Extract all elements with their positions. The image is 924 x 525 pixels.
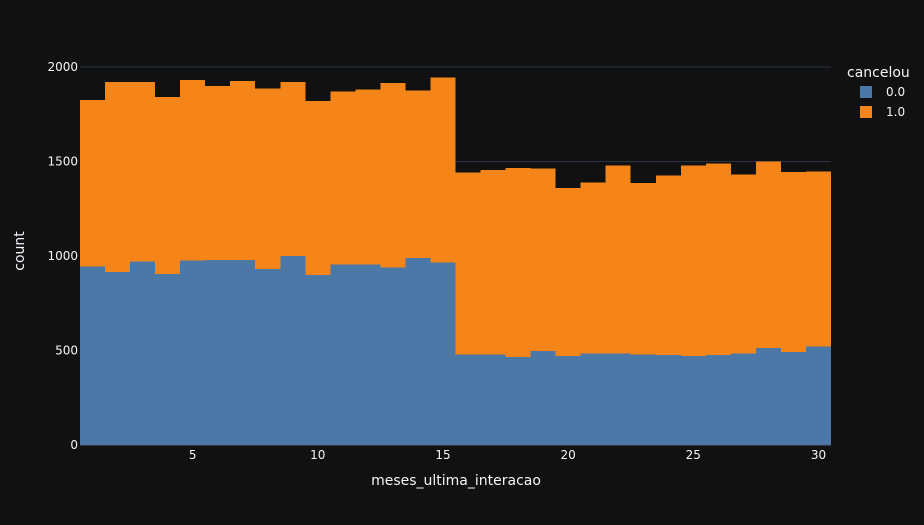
bar-segment[interactable] <box>380 83 406 268</box>
bar-segment[interactable] <box>205 85 231 260</box>
bar-segment[interactable] <box>655 355 681 445</box>
legend-swatch[interactable] <box>860 106 872 118</box>
x-tick-label: 30 <box>811 448 826 462</box>
bar-segment[interactable] <box>180 260 206 445</box>
x-tick-label: 5 <box>189 448 197 462</box>
legend-swatch[interactable] <box>860 86 872 98</box>
bar-segment[interactable] <box>505 168 531 358</box>
bar-segment[interactable] <box>580 353 606 445</box>
bar-segment[interactable] <box>530 350 556 445</box>
bar-segment[interactable] <box>355 264 381 445</box>
bar-segment[interactable] <box>780 352 806 445</box>
bar-segment[interactable] <box>230 81 256 260</box>
bar-segment[interactable] <box>555 187 581 357</box>
bar-segment[interactable] <box>605 353 631 445</box>
bar-segment[interactable] <box>780 171 806 353</box>
bar-segment[interactable] <box>80 266 106 445</box>
bars <box>80 77 831 445</box>
bar-segment[interactable] <box>155 97 181 274</box>
bar-segment[interactable] <box>580 182 606 354</box>
bar-segment[interactable] <box>480 170 506 355</box>
bar-segment[interactable] <box>505 357 531 445</box>
y-tick-label: 0 <box>70 438 78 452</box>
y-axis-title: count <box>12 231 28 271</box>
bar-segment[interactable] <box>280 256 306 445</box>
bar-segment[interactable] <box>705 163 731 356</box>
bar-segment[interactable] <box>155 273 181 445</box>
bar-segment[interactable] <box>530 168 556 351</box>
bar-segment[interactable] <box>280 82 306 257</box>
y-tick-label: 1500 <box>47 155 78 169</box>
bar-segment[interactable] <box>805 346 831 445</box>
bar-segment[interactable] <box>730 174 756 354</box>
bar-segment[interactable] <box>705 355 731 445</box>
bar-segment[interactable] <box>480 354 506 445</box>
axes: 0 500 1000 1500 2000 5 10 15 20 25 30 <box>47 60 831 462</box>
bar-segment[interactable] <box>680 356 706 445</box>
y-tick-label: 1000 <box>47 249 78 263</box>
bar-segment[interactable] <box>130 82 156 262</box>
bar-segment[interactable] <box>405 90 431 258</box>
bar-segment[interactable] <box>405 257 431 445</box>
bar-segment[interactable] <box>555 356 581 445</box>
bar-segment[interactable] <box>80 100 106 267</box>
bar-segment[interactable] <box>805 171 831 347</box>
bar-segment[interactable] <box>205 259 231 445</box>
legend-label[interactable]: 0.0 <box>886 85 905 99</box>
bar-segment[interactable] <box>455 172 481 355</box>
bar-segment[interactable] <box>630 183 656 355</box>
bar-segment[interactable] <box>305 274 331 445</box>
legend-label[interactable]: 1.0 <box>886 105 905 119</box>
y-tick-label: 2000 <box>47 60 78 74</box>
bar-segment[interactable] <box>355 89 381 265</box>
bar-segment[interactable] <box>730 353 756 445</box>
bar-segment[interactable] <box>180 80 206 261</box>
x-tick-label: 15 <box>435 448 450 462</box>
bar-segment[interactable] <box>255 88 281 270</box>
bar-segment[interactable] <box>330 91 356 265</box>
bar-segment[interactable] <box>330 264 356 445</box>
x-axis-title: meses_ultima_interacao <box>371 473 541 489</box>
bar-segment[interactable] <box>130 261 156 445</box>
bar-segment[interactable] <box>380 267 406 445</box>
bar-segment[interactable] <box>430 77 456 263</box>
bar-segment[interactable] <box>430 262 456 445</box>
bar-segment[interactable] <box>630 354 656 445</box>
x-tick-label: 20 <box>561 448 576 462</box>
bar-segment[interactable] <box>105 272 131 445</box>
bar-segment[interactable] <box>455 354 481 445</box>
x-tick-label: 25 <box>686 448 701 462</box>
bar-segment[interactable] <box>605 165 631 354</box>
bar-segment[interactable] <box>655 175 681 356</box>
bar-segment[interactable] <box>305 101 331 275</box>
legend[interactable]: cancelou 0.0 1.0 <box>847 65 910 119</box>
bar-segment[interactable] <box>255 269 281 445</box>
bar-segment[interactable] <box>755 348 781 445</box>
y-tick-label: 500 <box>55 344 78 358</box>
x-tick-label: 10 <box>310 448 325 462</box>
bar-segment[interactable] <box>105 82 131 273</box>
legend-title: cancelou <box>847 65 910 81</box>
bar-segment[interactable] <box>755 161 781 349</box>
bar-segment[interactable] <box>230 259 256 445</box>
bar-segment[interactable] <box>680 165 706 357</box>
